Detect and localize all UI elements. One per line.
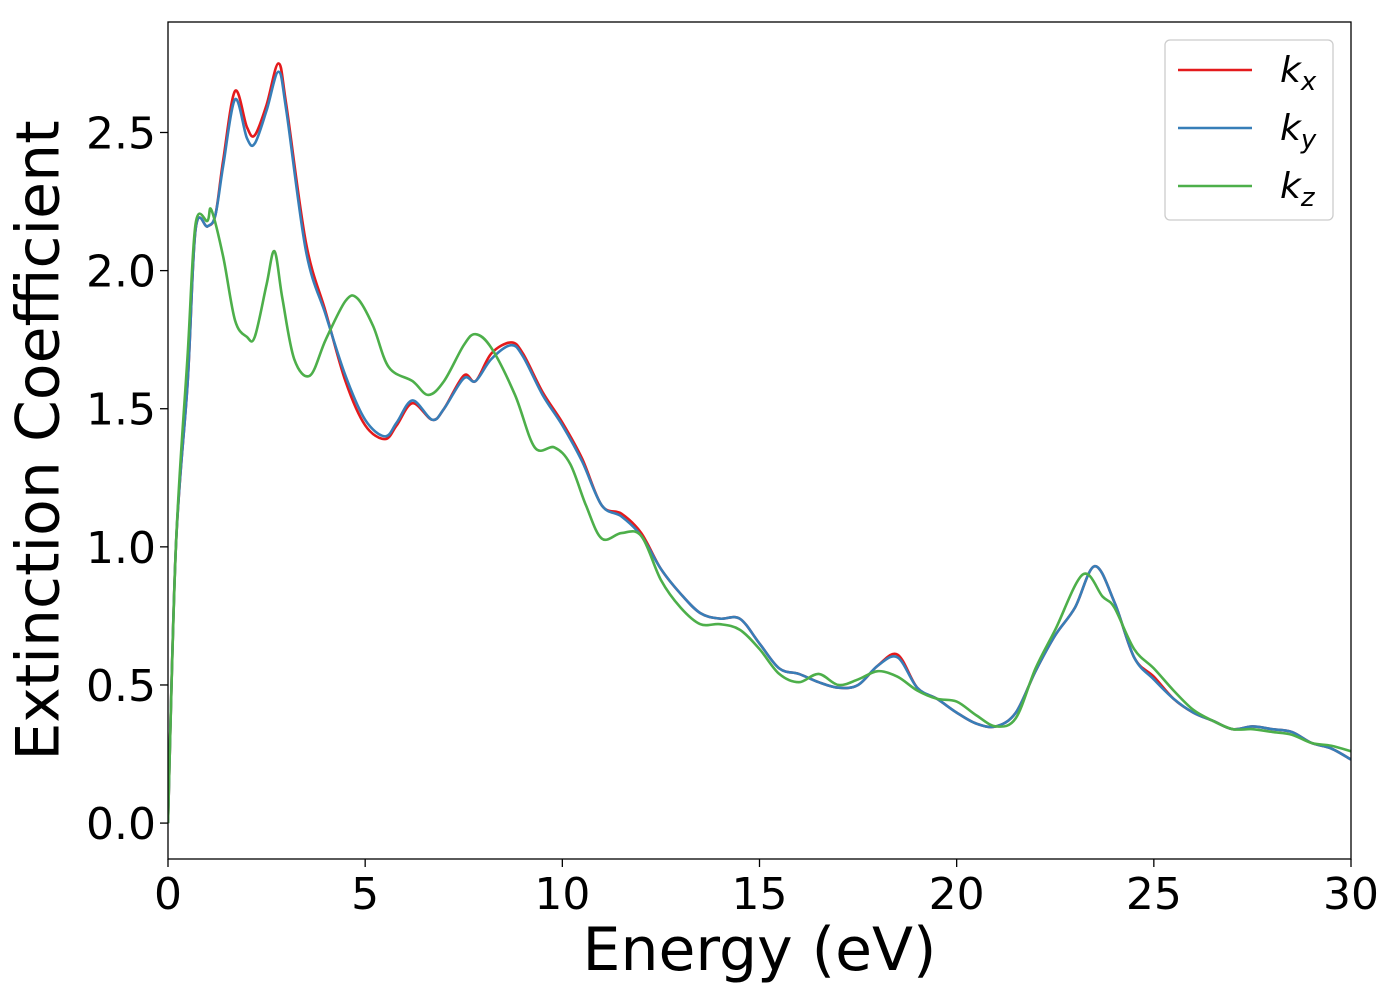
y-tick-label: 1.0 [86,523,156,574]
y-tick-label: 0.0 [86,799,156,850]
legend: kx ky kz [1164,39,1334,221]
y-axis-ticks: 0.0 0.5 1.0 1.5 2.0 2.5 [86,108,168,850]
x-axis-label: Energy (eV) [583,915,937,985]
series-group [168,62,1351,824]
x-tick-label: 10 [534,869,590,920]
x-axis-ticks: 0 5 10 15 20 25 30 [154,859,1379,920]
legend-label-kz: kz [1280,166,1316,213]
x-tick-label: 5 [351,869,379,920]
y-tick-label: 2.5 [86,108,156,159]
y-axis-label: Extinction Coefficient [4,120,74,760]
x-tick-label: 30 [1323,869,1379,920]
y-tick-label: 1.5 [86,385,156,436]
y-tick-label: 0.5 [86,661,156,712]
x-tick-label: 20 [929,869,985,920]
legend-label-kx: kx [1280,50,1317,97]
series-line-ky [168,70,1351,824]
series-line-kz [168,207,1351,824]
legend-box [1164,39,1334,221]
x-tick-label: 25 [1126,869,1182,920]
y-tick-label: 2.0 [86,247,156,298]
x-tick-label: 15 [732,869,788,920]
x-tick-label: 0 [154,869,182,920]
legend-label-ky: ky [1280,108,1317,155]
